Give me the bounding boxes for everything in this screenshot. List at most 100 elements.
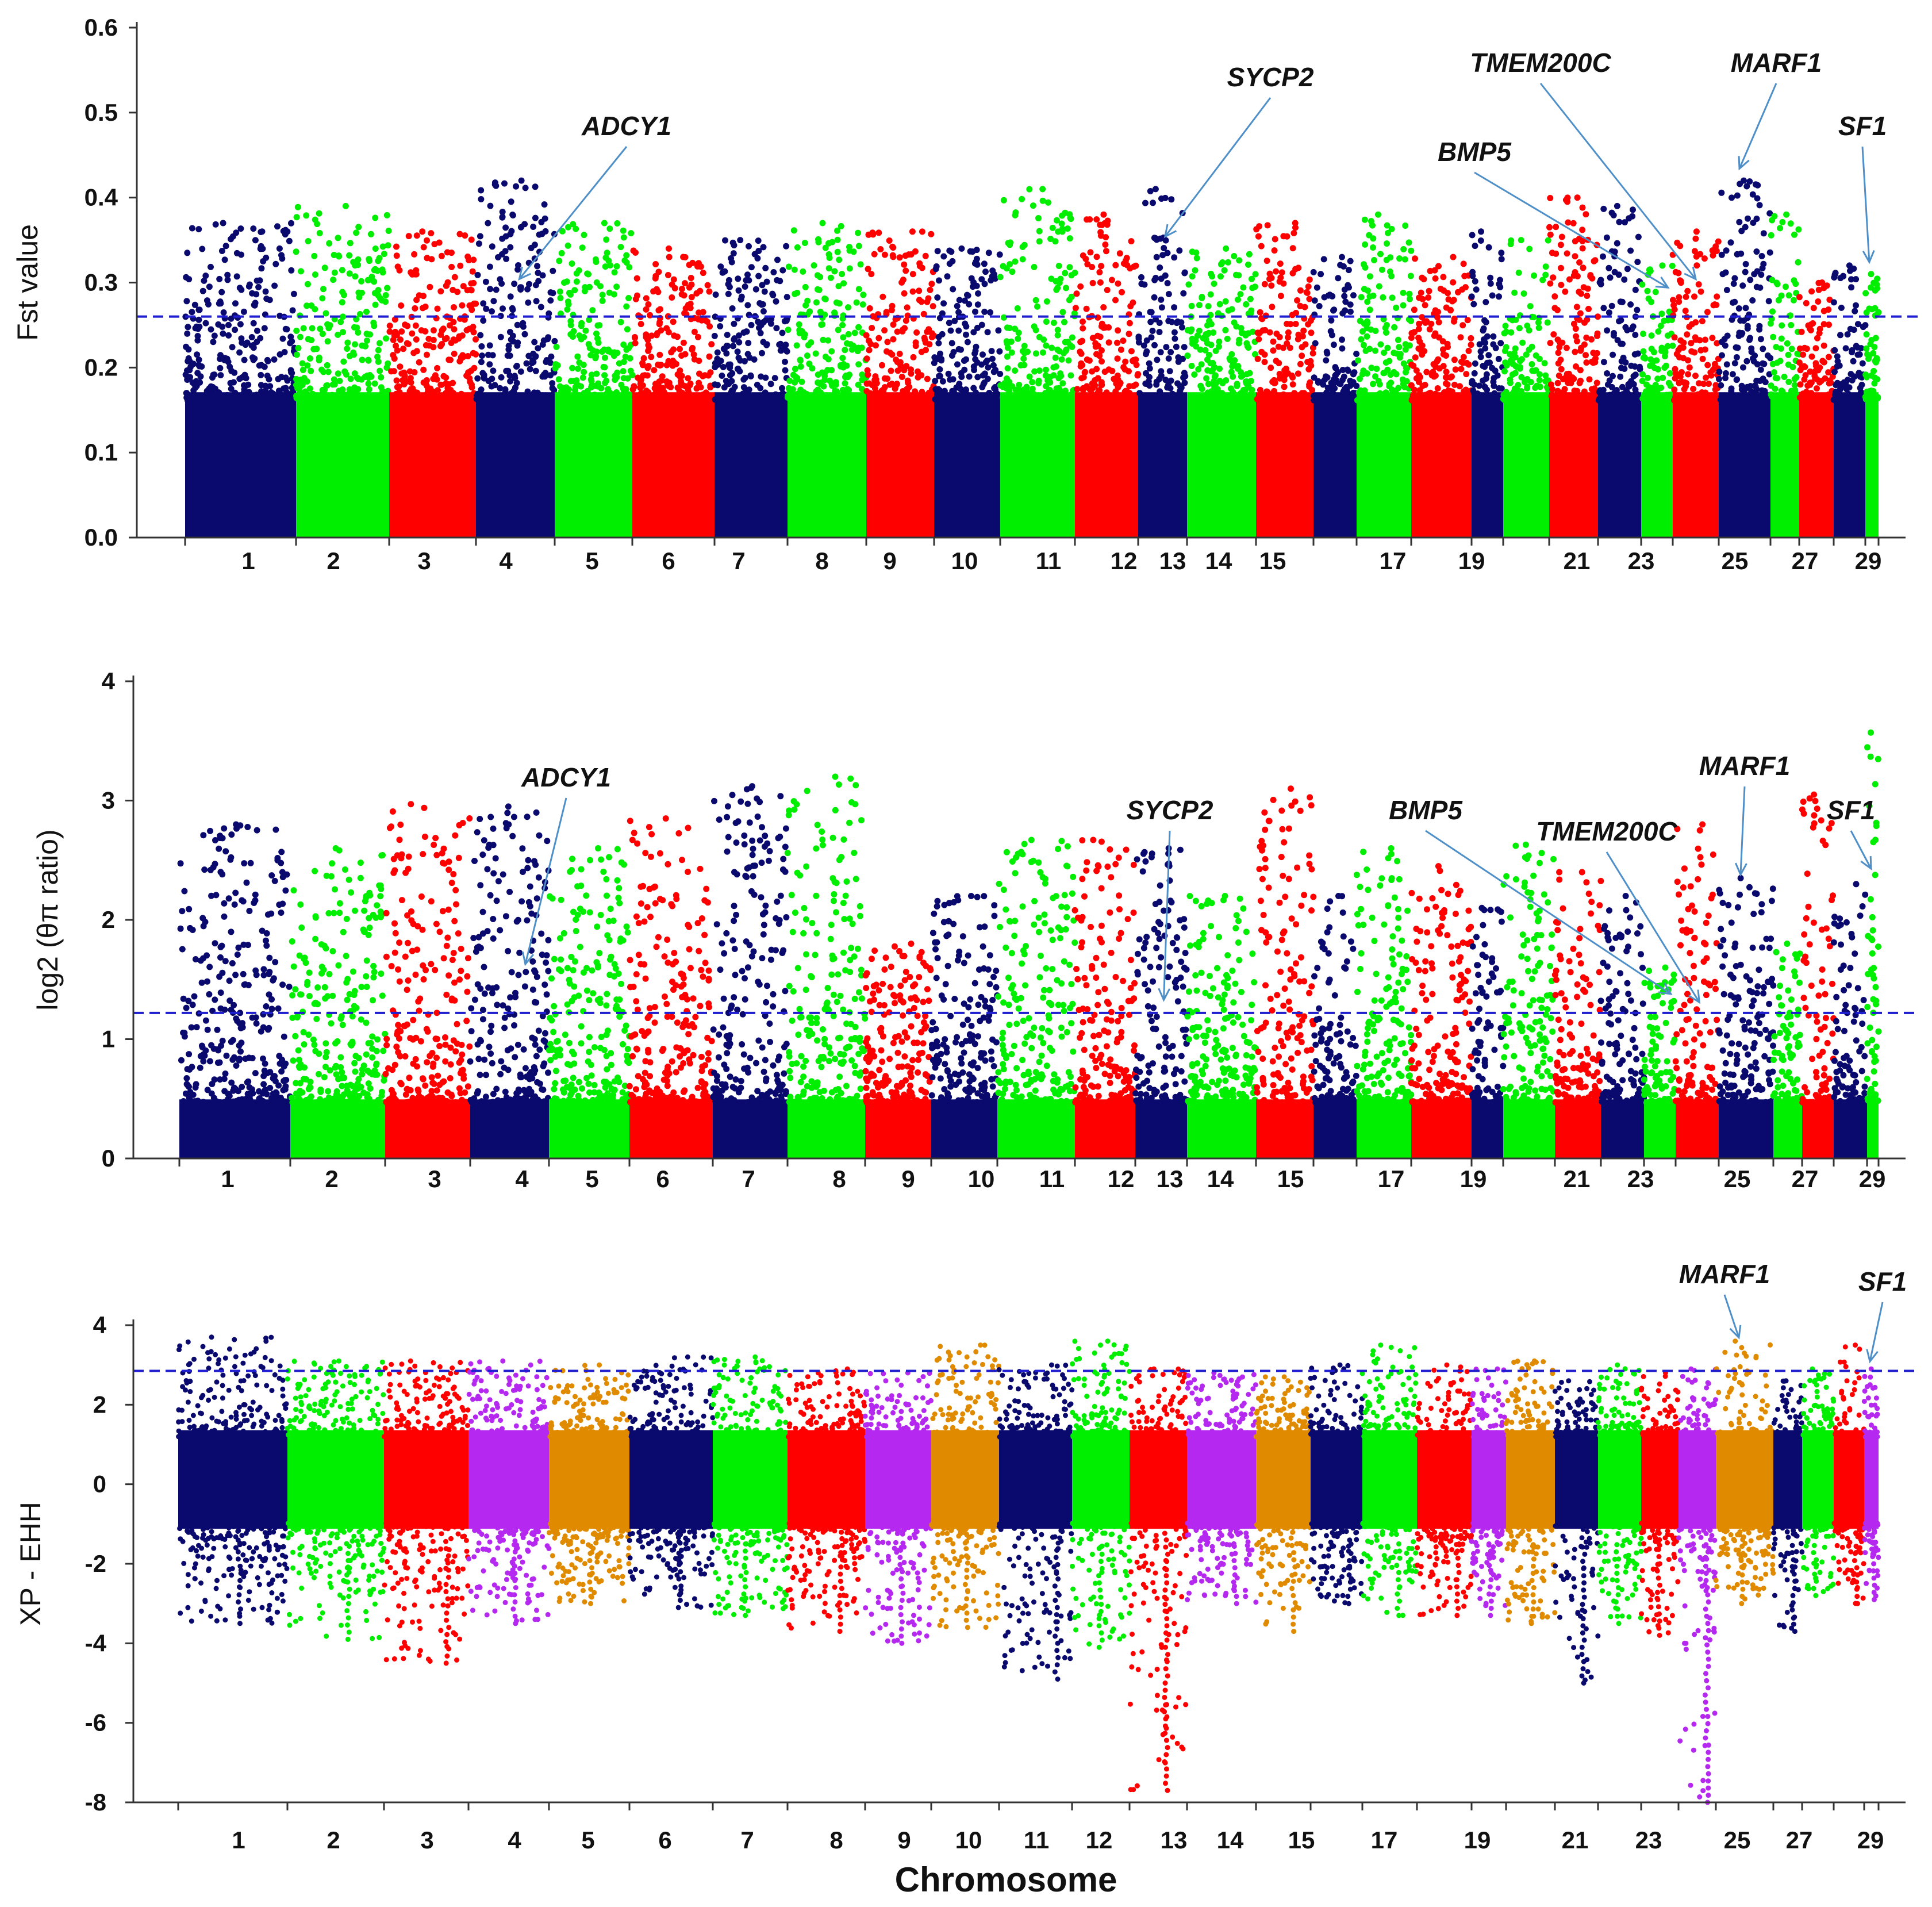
chromosome-19-dense-band (1472, 392, 1503, 538)
chromosome-26-points (1770, 941, 1805, 1158)
chromosome-4-dense-band (470, 1099, 549, 1158)
chromosome-25-snps (1715, 874, 1777, 1106)
chromosome-17-points (1359, 1342, 1420, 1618)
chromosome-14-points (1185, 1370, 1259, 1606)
chromosome-label: 9 (883, 547, 896, 574)
chromosome-23-snps (1639, 1370, 1681, 1639)
chromosome-15-points (1253, 220, 1317, 538)
chromosome-20-snps (1500, 237, 1553, 404)
chromosome-8-dense-band (788, 392, 866, 538)
chromosome-22-snps (1595, 202, 1643, 404)
chromosome-label: 4 (499, 547, 513, 574)
chromosome-18-snps (1408, 254, 1475, 404)
annotation-arrow (1425, 830, 1672, 995)
y-tick-label: 2 (93, 1391, 106, 1418)
chromosome-9-points (862, 941, 934, 1158)
chromosome-28-snps (1830, 262, 1869, 404)
chromosome-27-dense-band (1802, 1099, 1834, 1158)
chromosome-28-points (1831, 1342, 1866, 1606)
chromosome-11-snps (996, 1362, 1075, 1682)
y-tick-label: 0 (93, 1471, 106, 1498)
chromosome-25-dense-band (1716, 1430, 1773, 1529)
annotation-arrowhead (521, 951, 535, 966)
chromosome-26-dense-band (1773, 1430, 1802, 1529)
annotation-arrowhead (1862, 250, 1875, 264)
chromosome-7-points (711, 237, 790, 538)
annotation-arrowhead (1734, 862, 1747, 877)
chromosome-15-dense-band (1256, 392, 1313, 538)
chromosome-2-points (293, 202, 392, 538)
chromosome-label: 15 (1277, 1165, 1304, 1192)
chromosome-label: 19 (1458, 547, 1485, 574)
chromosome-label: 3 (420, 1827, 433, 1854)
chromosome-10-points (931, 245, 1004, 538)
chromosome-label: 13 (1159, 547, 1186, 574)
gene-label-bmp5: BMP5 (1389, 795, 1463, 825)
chromosome-20-dense-band (1503, 1099, 1555, 1158)
annotation-arrow (524, 797, 567, 965)
chromosome-22-dense-band (1601, 1099, 1644, 1158)
chromosome-label: 7 (742, 1165, 755, 1192)
chromosome-label: 15 (1288, 1827, 1315, 1854)
chromosome-14-snps (1185, 1370, 1259, 1606)
chromosome-22-points (1595, 202, 1643, 538)
chromosome-1-points (177, 821, 293, 1158)
chromosome-18-snps (1408, 863, 1474, 1106)
chromosome-9-dense-band (865, 1430, 931, 1529)
chromosome-8-points (784, 220, 870, 538)
chromosome-5-snps (546, 845, 633, 1106)
chromosome-25-dense-band (1719, 1099, 1773, 1158)
gene-label-adcy1: ADCY1 (581, 111, 671, 141)
chromosome-5-dense-band (549, 1099, 629, 1158)
chromosome-23-points (1639, 1370, 1681, 1639)
chromosome-22-dense-band (1598, 392, 1641, 538)
chromosome-3-dense-band (385, 1099, 470, 1158)
y-axis-title: XP - EHH (14, 1502, 47, 1626)
y-tick-label: 0.4 (84, 184, 118, 211)
chromosome-10-points (928, 893, 1001, 1158)
chromosome-9-snps (862, 1370, 934, 1646)
chromosome-23-snps (1641, 964, 1678, 1106)
chromosome-label: 21 (1562, 1827, 1589, 1854)
chromosome-10-snps (928, 893, 1001, 1106)
chromosome-13-dense-band (1138, 392, 1187, 538)
chromosome-24-snps (1672, 821, 1722, 1106)
chromosome-label: 1 (241, 547, 255, 574)
y-axis-title: log2 (θπ ratio) (32, 829, 64, 1010)
chromosome-25-points (1716, 177, 1774, 538)
annotation-arrow (1605, 851, 1700, 1003)
chromosome-17-snps (1359, 1342, 1420, 1618)
annotation-arrow (1163, 830, 1171, 1000)
chromosome-10-snps (929, 1342, 1001, 1630)
chromosome-3-dense-band (384, 1430, 468, 1529)
chromosome-label: 10 (955, 1827, 982, 1854)
chromosome-label: 14 (1217, 1827, 1244, 1854)
gene-label-marf1: MARF1 (1731, 48, 1822, 78)
annotation-arrow (1539, 83, 1697, 280)
chromosome-8-dense-band (788, 1430, 865, 1529)
chromosome-label: 17 (1371, 1827, 1398, 1854)
chromosome-29-snps (1864, 729, 1882, 1106)
chromosome-26-snps (1770, 941, 1805, 1106)
chromosome-label: 14 (1205, 547, 1232, 574)
chromosome-2-snps (293, 202, 392, 404)
chromosome-1-snps (182, 220, 299, 404)
chromosome-27-snps (1796, 279, 1837, 404)
chromosome-23-points (1639, 262, 1676, 538)
chromosome-label: 12 (1086, 1827, 1113, 1854)
chromosome-29-dense-band (1865, 392, 1879, 538)
chromosome-6-dense-band (629, 1430, 713, 1529)
chromosome-29-snps (1862, 271, 1882, 404)
gene-label-bmp5: BMP5 (1438, 137, 1512, 167)
chromosome-11-points (995, 837, 1078, 1158)
gene-label-marf1: MARF1 (1699, 751, 1790, 781)
chromosome-label: 5 (585, 547, 598, 574)
chromosome-16-snps (1310, 254, 1360, 404)
chromosome-22-snps (1595, 1362, 1644, 1626)
y-tick-label: 0.3 (84, 269, 118, 296)
chromosome-24-dense-band (1673, 392, 1719, 538)
chromosome-17-dense-band (1357, 392, 1411, 538)
chromosome-16-points (1311, 893, 1359, 1158)
chromosome-label: 29 (1857, 1827, 1884, 1854)
